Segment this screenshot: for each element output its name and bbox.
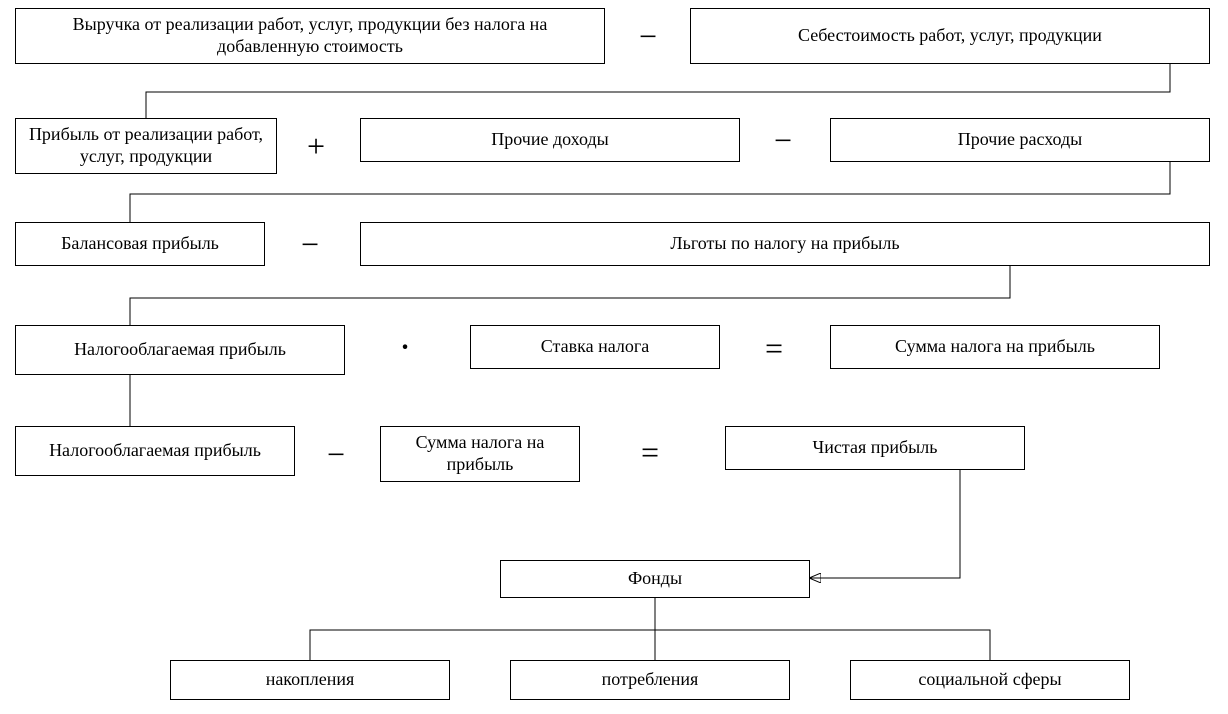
- node-fund-social: социальной сферы: [850, 660, 1130, 700]
- operator-minus: −: [774, 124, 792, 156]
- node-fund-accumulation: накопления: [170, 660, 450, 700]
- node-taxable-profit-1: Налогооблагаемая прибыль: [15, 325, 345, 375]
- node-net-profit: Чистая прибыль: [725, 426, 1025, 470]
- operator-dot: ·: [400, 334, 409, 362]
- node-balance-profit: Балансовая прибыль: [15, 222, 265, 266]
- operator-plus: +: [307, 130, 325, 162]
- node-tax-rate: Ставка налога: [470, 325, 720, 369]
- profit-formation-flowchart: Выручка от реализации работ, услуг, прод…: [0, 0, 1228, 714]
- node-revenue: Выручка от реализации работ, услуг, прод…: [15, 8, 605, 64]
- node-other-expense: Прочие расходы: [830, 118, 1210, 162]
- operator-equals: =: [641, 436, 659, 468]
- node-profit-from-sales: Прибыль от реализации работ, услуг, прод…: [15, 118, 277, 174]
- node-taxable-profit-2: Налогооблагаемая прибыль: [15, 426, 295, 476]
- node-other-income: Прочие доходы: [360, 118, 740, 162]
- node-tax-benefits: Льготы по налогу на прибыль: [360, 222, 1210, 266]
- node-fund-consumption: потребления: [510, 660, 790, 700]
- operator-minus: −: [301, 228, 319, 260]
- node-tax-amount-1: Сумма налога на прибыль: [830, 325, 1160, 369]
- operator-minus: −: [639, 20, 657, 52]
- operator-equals: =: [765, 332, 783, 364]
- node-funds: Фонды: [500, 560, 810, 598]
- node-cost: Себестоимость работ, услуг, продукции: [690, 8, 1210, 64]
- operator-minus: −: [327, 438, 345, 470]
- node-tax-amount-2: Сумма налога на прибыль: [380, 426, 580, 482]
